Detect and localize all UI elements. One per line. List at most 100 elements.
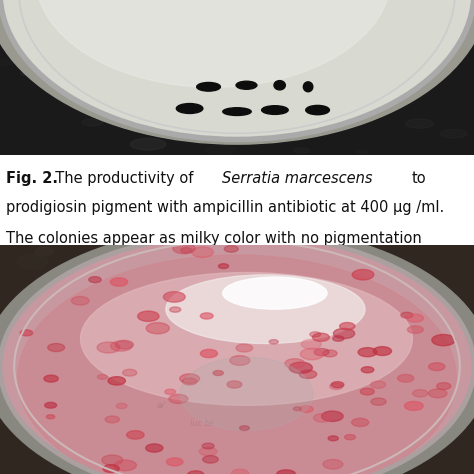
Circle shape <box>219 264 228 269</box>
Circle shape <box>137 311 159 321</box>
Circle shape <box>130 138 166 150</box>
Circle shape <box>0 322 26 343</box>
Ellipse shape <box>166 275 365 344</box>
Circle shape <box>371 398 386 405</box>
Circle shape <box>350 367 386 384</box>
Circle shape <box>323 459 343 469</box>
Circle shape <box>141 106 162 113</box>
Circle shape <box>114 460 137 471</box>
Circle shape <box>263 27 280 33</box>
Ellipse shape <box>303 82 313 92</box>
Circle shape <box>108 377 126 385</box>
Circle shape <box>174 363 221 385</box>
Circle shape <box>353 24 375 31</box>
Circle shape <box>269 339 278 344</box>
Circle shape <box>299 406 313 412</box>
Circle shape <box>127 431 144 439</box>
Circle shape <box>314 348 329 356</box>
Circle shape <box>210 272 230 282</box>
Circle shape <box>412 390 428 397</box>
Circle shape <box>255 77 269 82</box>
Circle shape <box>115 333 153 351</box>
Ellipse shape <box>0 0 474 139</box>
Circle shape <box>352 418 369 427</box>
Circle shape <box>444 20 454 24</box>
Circle shape <box>293 407 301 410</box>
Circle shape <box>169 58 196 67</box>
Circle shape <box>300 271 338 289</box>
Circle shape <box>440 129 467 138</box>
Circle shape <box>38 6 65 15</box>
Circle shape <box>17 255 47 269</box>
Circle shape <box>165 389 176 394</box>
Circle shape <box>227 381 242 388</box>
Circle shape <box>82 119 103 126</box>
Circle shape <box>146 323 169 334</box>
Text: luc te: luc te <box>190 419 213 428</box>
Circle shape <box>308 9 327 15</box>
Circle shape <box>452 17 466 22</box>
Circle shape <box>401 312 413 318</box>
Circle shape <box>293 75 316 82</box>
Circle shape <box>407 314 423 322</box>
Text: Serratia marcescens: Serratia marcescens <box>222 171 373 186</box>
Circle shape <box>61 36 85 45</box>
Circle shape <box>191 247 213 257</box>
Circle shape <box>44 375 58 382</box>
Circle shape <box>234 354 266 369</box>
Circle shape <box>81 396 98 404</box>
Circle shape <box>360 388 374 395</box>
Circle shape <box>282 284 301 294</box>
Ellipse shape <box>223 277 327 309</box>
Circle shape <box>210 11 246 23</box>
Circle shape <box>333 336 344 341</box>
Circle shape <box>103 465 119 473</box>
Circle shape <box>224 246 238 252</box>
Circle shape <box>310 332 321 337</box>
Circle shape <box>426 329 446 338</box>
Ellipse shape <box>0 0 474 144</box>
Circle shape <box>206 145 236 155</box>
Circle shape <box>182 378 197 385</box>
Circle shape <box>188 471 204 474</box>
Circle shape <box>125 334 141 342</box>
Circle shape <box>373 346 392 356</box>
Ellipse shape <box>0 234 474 474</box>
Text: The colonies appear as milky color with no pigmentation: The colonies appear as milky color with … <box>6 231 421 246</box>
Ellipse shape <box>176 103 203 113</box>
Circle shape <box>105 416 119 423</box>
Circle shape <box>181 247 192 253</box>
Circle shape <box>398 374 414 382</box>
Circle shape <box>178 35 206 45</box>
Circle shape <box>406 119 434 128</box>
Circle shape <box>191 340 216 352</box>
Circle shape <box>361 367 374 373</box>
Circle shape <box>201 349 218 358</box>
Circle shape <box>411 316 450 335</box>
Circle shape <box>246 406 257 411</box>
Circle shape <box>172 0 209 7</box>
Circle shape <box>21 58 49 67</box>
Circle shape <box>413 8 440 17</box>
Circle shape <box>199 447 217 456</box>
Ellipse shape <box>0 226 474 474</box>
Circle shape <box>373 460 401 474</box>
Text: prodigiosin pigment with ampicillin antibiotic at 400 μg /ml.: prodigiosin pigment with ampicillin anti… <box>6 200 444 215</box>
Circle shape <box>236 344 253 352</box>
Circle shape <box>437 383 451 390</box>
Circle shape <box>110 341 132 351</box>
Circle shape <box>35 247 54 256</box>
Circle shape <box>231 469 249 474</box>
Circle shape <box>294 148 310 153</box>
Circle shape <box>428 363 445 371</box>
Circle shape <box>285 359 305 368</box>
Circle shape <box>325 251 361 269</box>
Circle shape <box>32 289 71 308</box>
Circle shape <box>230 356 250 365</box>
Circle shape <box>21 72 31 76</box>
Circle shape <box>102 455 123 465</box>
Circle shape <box>45 402 57 408</box>
Circle shape <box>128 38 146 45</box>
Circle shape <box>140 0 177 9</box>
Ellipse shape <box>306 105 329 115</box>
